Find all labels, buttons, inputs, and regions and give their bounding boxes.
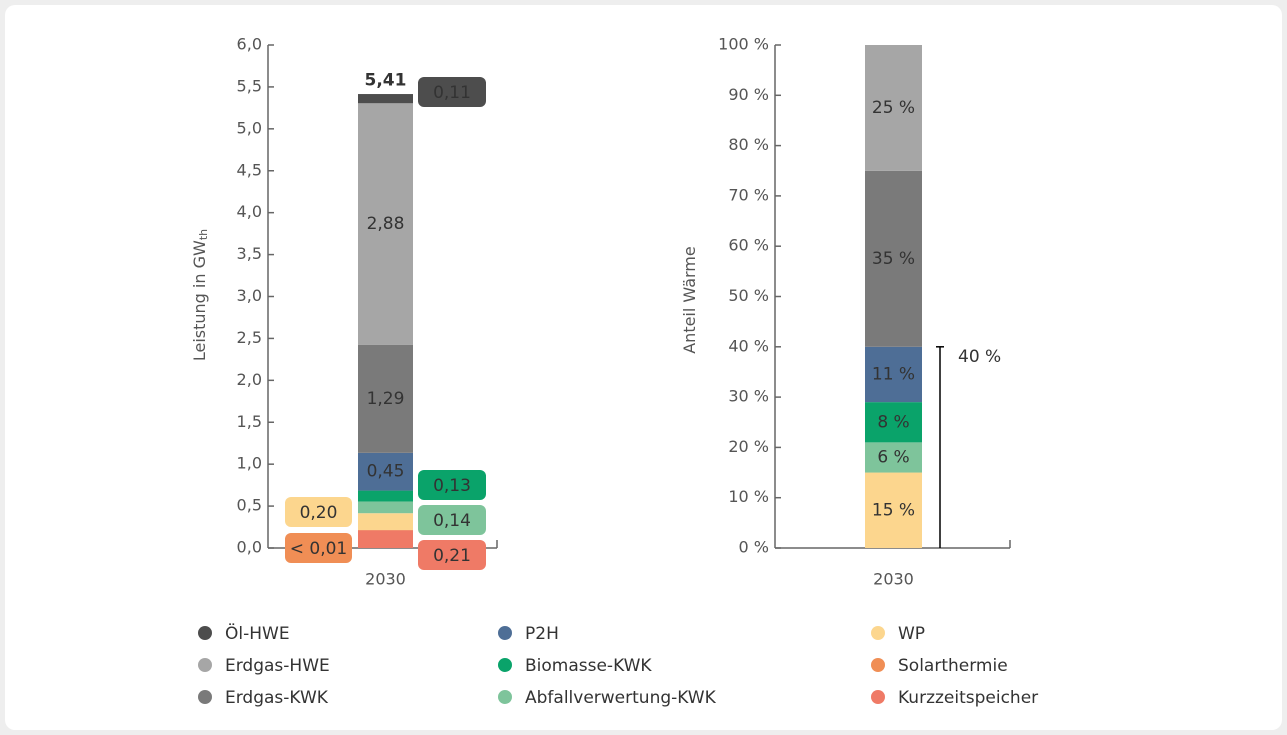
y-tick-label: 2,0: [237, 370, 262, 389]
y-axis-label: Leistung in GWth: [190, 229, 211, 361]
y-tick-label: 4,0: [237, 202, 262, 221]
label-badge: [285, 497, 352, 527]
bar-segment: [358, 344, 413, 453]
x-tick-label: 2030: [873, 570, 914, 589]
value-label: 2,88: [367, 214, 405, 234]
legend-label: Öl-HWE: [225, 622, 290, 644]
legend-label: Erdgas-KWK: [225, 688, 329, 708]
bar-segment: [865, 442, 922, 473]
y-tick-label: 0,5: [237, 496, 262, 515]
y-tick-label: 80 %: [728, 135, 769, 154]
total-label: 5,41: [365, 70, 407, 90]
bar-segment: [358, 94, 413, 104]
y-tick-label: 100 %: [718, 35, 769, 54]
y-tick-label: 4,5: [237, 160, 262, 179]
y-axis-label-main: Anteil Wärme: [680, 246, 699, 354]
value-label: 0,11: [433, 83, 471, 103]
y-tick-label: 3,0: [237, 286, 262, 305]
y-tick-label: 0 %: [739, 538, 769, 557]
legend-label: Solarthermie: [898, 656, 1008, 676]
value-label: 11 %: [872, 364, 915, 384]
y-tick-label: 1,0: [237, 454, 262, 473]
bar-segment: [358, 490, 413, 502]
legend-swatch: [498, 626, 512, 640]
y-tick-label: 6,0: [237, 35, 262, 54]
bar-segment: [865, 402, 922, 443]
legend-swatch: [498, 690, 512, 704]
y-tick-label: 3,5: [237, 244, 262, 263]
value-label: < 0,01: [290, 539, 348, 559]
legend-swatch: [871, 690, 885, 704]
value-label: 0,20: [300, 503, 338, 523]
bar-segment: [865, 346, 922, 403]
value-label: 6 %: [877, 447, 909, 467]
x-tick-label: 2030: [365, 570, 406, 589]
y-tick-label: 90 %: [728, 85, 769, 104]
legend-label: Abfallverwertung-KWK: [525, 688, 717, 708]
legend-label: Biomasse-KWK: [525, 656, 652, 676]
label-badge: [418, 77, 486, 107]
y-tick-label: 70 %: [728, 185, 769, 204]
bar-segment: [865, 45, 922, 171]
legend-label: WP: [898, 624, 925, 644]
legend-label: P2H: [525, 624, 559, 644]
label-badge: [285, 533, 352, 563]
bar-segment: [865, 170, 922, 347]
bar-segment: [358, 501, 413, 514]
y-axis-label-sub: th: [197, 229, 210, 240]
bar-segment: [358, 513, 413, 530]
y-tick-label: 10 %: [728, 487, 769, 506]
value-label: 25 %: [872, 98, 915, 118]
value-label: 0,14: [433, 511, 471, 531]
card: [5, 5, 1282, 730]
legend-swatch: [498, 658, 512, 672]
label-badge: [418, 470, 486, 500]
label-badge: [418, 505, 486, 535]
bar-segment: [358, 530, 413, 548]
legend-label: Erdgas-HWE: [225, 656, 330, 676]
value-label: 0,45: [367, 462, 405, 482]
y-tick-label: 5,5: [237, 76, 262, 95]
legend-swatch: [871, 658, 885, 672]
y-tick-label: 2,5: [237, 328, 262, 347]
y-tick-label: 50 %: [728, 286, 769, 305]
y-tick-label: 30 %: [728, 387, 769, 406]
bar-segment: [358, 452, 413, 491]
y-tick-label: 60 %: [728, 236, 769, 255]
legend-swatch: [198, 658, 212, 672]
value-label: 0,21: [433, 546, 471, 566]
label-badge: [418, 540, 486, 570]
value-label: 35 %: [872, 249, 915, 269]
value-label: 15 %: [872, 500, 915, 520]
value-label: 1,29: [367, 389, 405, 409]
legend-swatch: [871, 626, 885, 640]
y-tick-label: 40 %: [728, 336, 769, 355]
bracket-label: 40 %: [958, 347, 1001, 367]
y-axis-label-main: Leistung in GW: [190, 240, 209, 361]
y-tick-label: 5,0: [237, 118, 262, 137]
value-label: 0,13: [433, 476, 471, 496]
value-label: 8 %: [877, 412, 909, 432]
y-tick-label: 1,5: [237, 412, 262, 431]
legend-label: Kurzzeitspeicher: [898, 688, 1038, 708]
legend-swatch: [198, 626, 212, 640]
legend-swatch: [198, 690, 212, 704]
y-tick-label: 20 %: [728, 437, 769, 456]
y-axis-label: Anteil Wärme: [680, 246, 699, 354]
bar-segment: [358, 103, 413, 345]
y-tick-label: 0,0: [237, 538, 262, 557]
bar-segment: [865, 472, 922, 548]
